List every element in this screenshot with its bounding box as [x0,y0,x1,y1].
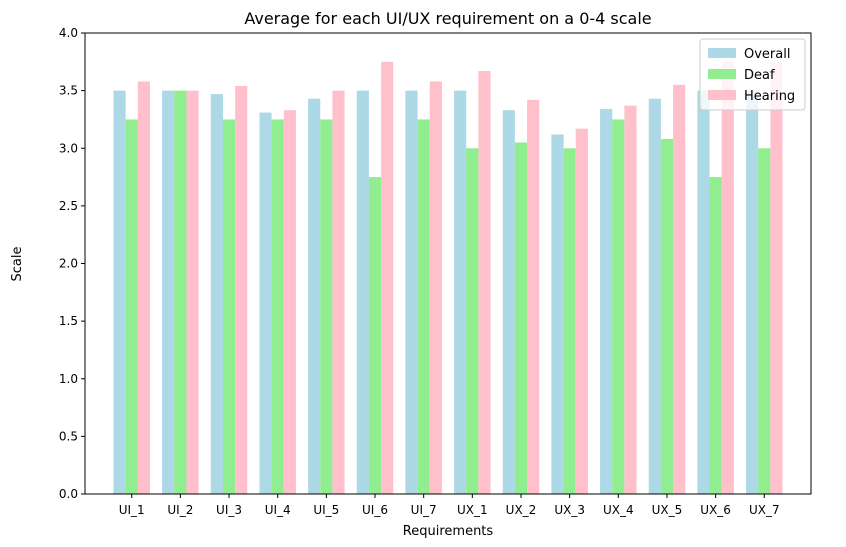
bar-deaf-ui-7 [417,119,430,494]
legend-label-hearing: Hearing [744,89,795,104]
x-tick-label: UX_6 [700,503,731,517]
y-tick-label: 0.0 [59,487,78,501]
bar-overall-ui-6 [356,90,369,494]
x-tick-label: UI_5 [313,503,339,517]
y-tick-label: 3.0 [59,141,78,155]
y-tick-label: 4.0 [59,26,78,40]
y-axis-label: Scale [10,247,25,282]
x-tick-label: UI_4 [265,503,291,517]
bar-overall-ux-6 [697,90,710,494]
x-tick-label: UI_2 [167,503,193,517]
bar-overall-ui-2 [162,90,175,494]
plot-frame [84,32,812,495]
bar-hearing-ux-2 [527,99,540,494]
bar-overall-ux-7 [746,90,759,494]
y-tick-label: 1.0 [59,372,78,386]
bar-hearing-ui-7 [429,81,442,494]
bar-hearing-ui-2 [186,90,199,494]
bar-deaf-ui-6 [368,177,382,494]
x-tick-label: UX_7 [749,503,780,517]
bar-hearing-ux-4 [624,105,637,495]
x-tick-label: UX_2 [506,503,537,517]
bars-group [113,61,783,495]
bar-hearing-ui-1 [137,81,150,494]
x-axis-label: Requirements [403,524,494,539]
legend-label-deaf: Deaf [744,68,775,83]
bar-hearing-ui-6 [381,61,394,494]
x-axis-ticks: UI_1 UI_2 UI_3 UI_4 UI_5 UI_6 UI_7 UX_1 UX_2 UX_3… [119,494,780,517]
bar-hearing-ux-3 [575,128,588,494]
x-tick-label: UI_1 [119,503,145,517]
y-tick-label: 1.5 [59,314,78,328]
legend-swatch-deaf [708,69,736,79]
bar-hearing-ux-7 [770,61,783,494]
x-tick-label: UX_4 [603,503,634,517]
bar-overall-ui-4 [259,112,272,495]
bar-hearing-ui-4 [283,110,296,494]
x-tick-label: UI_7 [411,503,437,517]
bar-deaf-ux-2 [514,142,528,495]
bar-overall-ui-1 [113,90,126,494]
bar-overall-ux-2 [502,110,515,494]
bar-deaf-ux-4 [612,119,625,494]
bar-deaf-ui-2 [174,90,187,494]
bar-overall-ux-5 [648,98,661,494]
bar-hearing-ux-5 [673,84,686,495]
x-tick-label: UI_6 [362,503,388,517]
bar-overall-ux-4 [600,109,613,494]
legend: Overall Deaf Hearing [699,38,806,111]
bar-overall-ux-1 [454,90,467,494]
bar-hearing-ui-3 [235,86,248,494]
legend-swatch-hearing [708,90,736,100]
legend-swatch-overall [708,48,736,58]
bar-deaf-ui-1 [125,119,138,494]
bar-deaf-ux-7 [758,148,771,494]
bar-deaf-ui-4 [271,119,284,494]
bar-overall-ui-3 [210,94,223,495]
bar-hearing-ux-1 [478,71,491,494]
bar-deaf-ux-1 [466,148,479,494]
bar-overall-ux-3 [551,134,564,495]
bar-hearing-ui-5 [332,90,345,494]
chart-title: Average for each UI/UX requirement on a … [244,9,651,28]
y-tick-label: 0.5 [59,429,78,443]
bar-overall-ui-5 [308,98,321,494]
y-axis-ticks: 0.0 0.5 1.0 1.5 2.0 2.5 3.0 3.5 4.0 [59,26,85,501]
bar-deaf-ui-5 [320,119,333,494]
x-tick-label: UX_5 [652,503,683,517]
bar-deaf-ux-6 [709,177,722,494]
bar-deaf-ux-5 [660,139,674,494]
legend-label-overall: Overall [744,47,790,62]
bar-overall-ui-7 [405,90,418,494]
y-tick-label: 2.5 [59,199,78,213]
y-tick-label: 3.5 [59,84,78,98]
x-tick-label: UI_3 [216,503,242,517]
y-tick-label: 2.0 [59,257,78,271]
bar-hearing-ux-6 [721,61,734,494]
bar-deaf-ui-3 [222,119,236,494]
x-tick-label: UX_3 [554,503,585,517]
bar-deaf-ux-3 [563,148,576,494]
x-tick-label: UX_1 [457,503,488,517]
